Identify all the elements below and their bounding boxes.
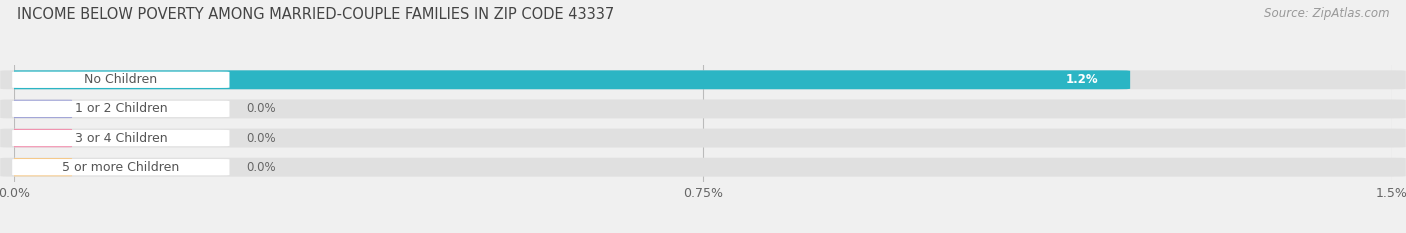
FancyBboxPatch shape	[0, 129, 1406, 147]
FancyBboxPatch shape	[13, 159, 229, 175]
FancyBboxPatch shape	[0, 70, 1130, 89]
FancyBboxPatch shape	[10, 129, 72, 147]
FancyBboxPatch shape	[10, 158, 72, 176]
Text: No Children: No Children	[84, 73, 157, 86]
Text: 1.2%: 1.2%	[1066, 73, 1098, 86]
Text: 0.0%: 0.0%	[246, 103, 276, 115]
FancyBboxPatch shape	[0, 99, 1406, 118]
Text: Source: ZipAtlas.com: Source: ZipAtlas.com	[1264, 7, 1389, 20]
FancyBboxPatch shape	[10, 100, 72, 118]
FancyBboxPatch shape	[13, 72, 229, 88]
FancyBboxPatch shape	[0, 158, 1406, 177]
Text: 5 or more Children: 5 or more Children	[62, 161, 180, 174]
Text: 0.0%: 0.0%	[246, 132, 276, 144]
Text: 0.0%: 0.0%	[246, 161, 276, 174]
Text: 1 or 2 Children: 1 or 2 Children	[75, 103, 167, 115]
FancyBboxPatch shape	[13, 101, 229, 117]
Text: INCOME BELOW POVERTY AMONG MARRIED-COUPLE FAMILIES IN ZIP CODE 43337: INCOME BELOW POVERTY AMONG MARRIED-COUPL…	[17, 7, 614, 22]
Text: 3 or 4 Children: 3 or 4 Children	[75, 132, 167, 144]
FancyBboxPatch shape	[13, 130, 229, 146]
FancyBboxPatch shape	[0, 70, 1406, 89]
